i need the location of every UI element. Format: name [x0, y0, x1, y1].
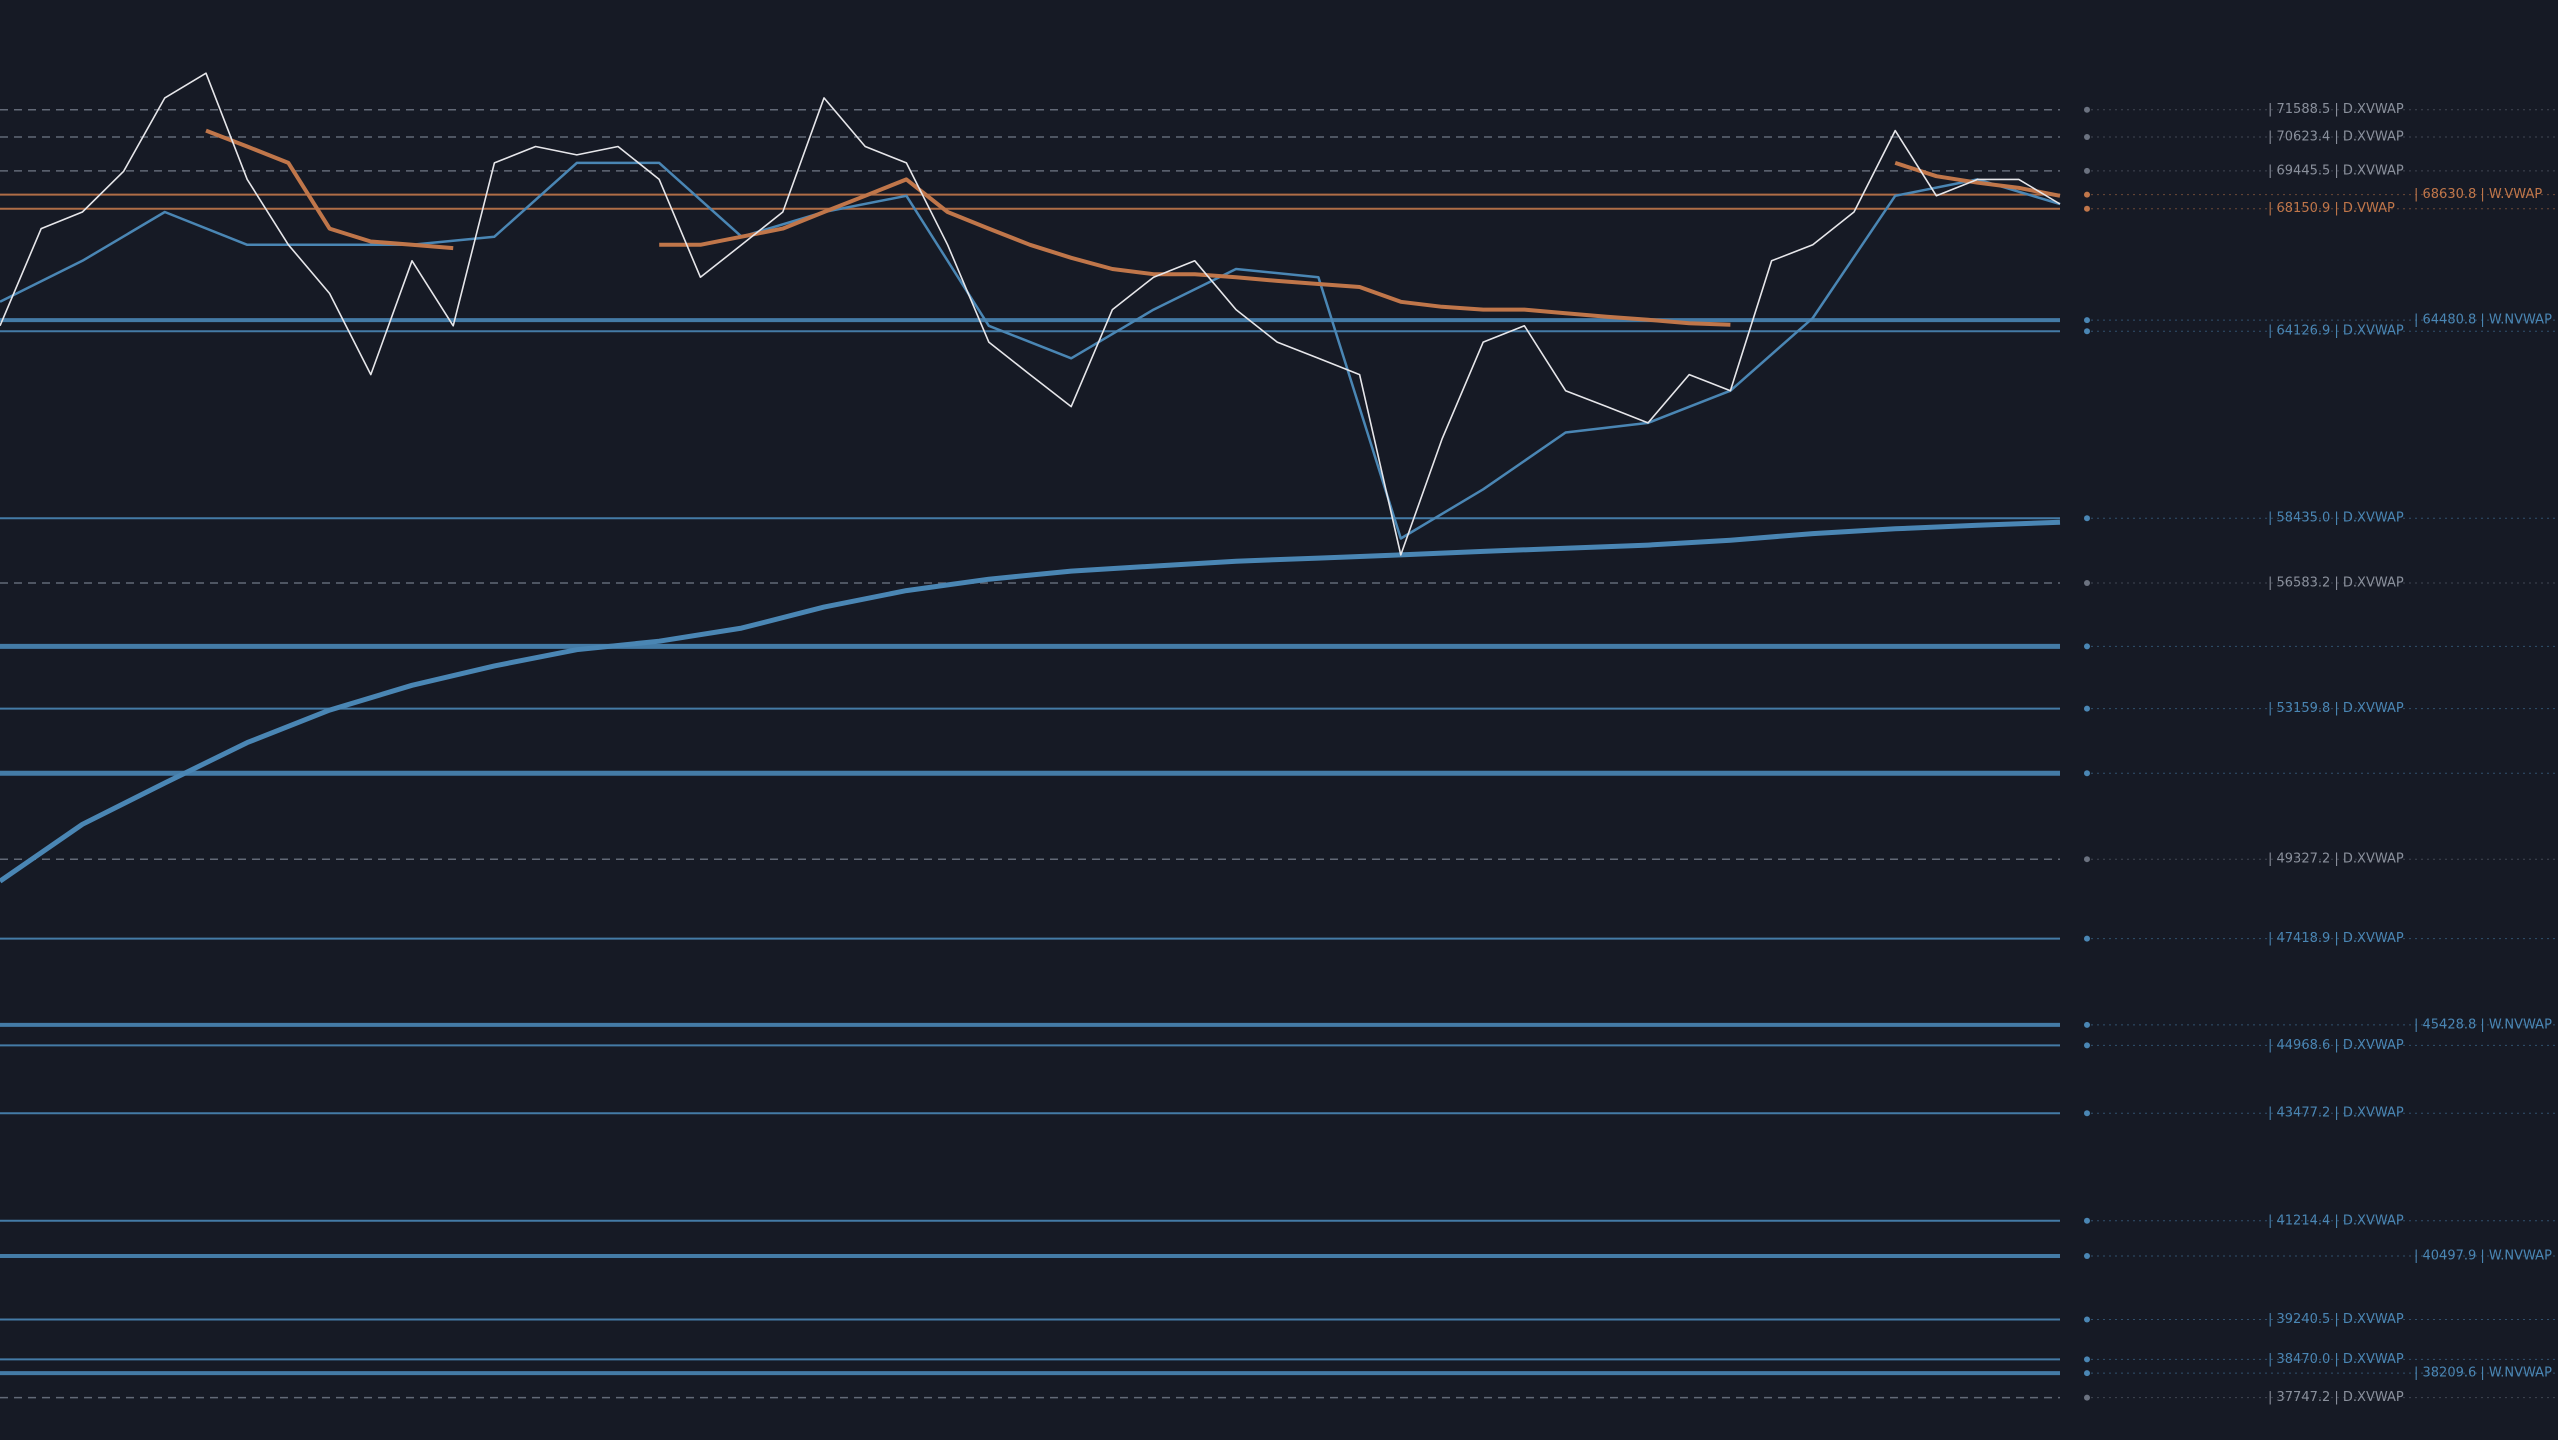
series-line [205, 128, 454, 251]
level-label: | 44968.6 | D.XVWAP [2268, 1038, 2404, 1053]
level-dot [2084, 770, 2090, 777]
level-label: | 45428.8 | W.NVWAP [2414, 1017, 2552, 1032]
level-label: | 41214.4 | D.XVWAP [2268, 1213, 2404, 1228]
level-dot [2084, 106, 2090, 113]
level-label: | 49327.2 | D.XVWAP [2268, 852, 2404, 867]
level-label: | 58435.0 | D.XVWAP [2268, 511, 2404, 526]
series-line [1894, 160, 2061, 198]
level-dot [2084, 1370, 2090, 1377]
level-label: | 47418.9 | D.XVWAP [2268, 931, 2404, 946]
level-label: | 71588.5 | D.XVWAP [2268, 102, 2404, 117]
level-label: | 56583.2 | D.XVWAP [2268, 576, 2404, 591]
level-label: | 43477.2 | D.XVWAP [2268, 1106, 2404, 1121]
level-dot [2084, 856, 2090, 863]
level-dot [2084, 643, 2090, 650]
level-label: | 70623.4 | D.XVWAP [2268, 130, 2404, 145]
level-dot [2084, 317, 2090, 324]
series-line [659, 177, 1731, 327]
level-label: | 39240.5 | D.XVWAP [2268, 1312, 2404, 1327]
level-label: | 69445.5 | D.XVWAP [2268, 163, 2404, 178]
level-dot [2084, 1316, 2090, 1323]
level-dot [2084, 205, 2090, 212]
level-label: | 64126.9 | D.XVWAP [2268, 324, 2404, 339]
level-label: | 64480.8 | W.NVWAP [2414, 313, 2552, 328]
level-dot [2084, 1217, 2090, 1224]
level-label: | 53159.8 | D.XVWAP [2268, 701, 2404, 716]
level-dot [2084, 191, 2090, 198]
series-line [0, 72, 2061, 556]
level-label: | 38209.6 | W.NVWAP [2414, 1366, 2552, 1381]
level-label: | 68150.9 | D.VWAP [2268, 201, 2395, 216]
level-dot [2084, 328, 2090, 335]
level-label: | 37747.2 | D.XVWAP [2268, 1390, 2404, 1405]
level-dot [2084, 705, 2090, 712]
level-dot [2084, 580, 2090, 587]
level-dot [2084, 134, 2090, 141]
series-line [0, 519, 2061, 884]
level-dot [2084, 1021, 2090, 1028]
level-dot [2084, 167, 2090, 174]
level-dot [2084, 935, 2090, 942]
level-dot [2084, 1356, 2090, 1363]
level-dot [2084, 515, 2090, 522]
series-line [0, 161, 2061, 540]
level-label: | 38470.0 | D.XVWAP [2268, 1352, 2404, 1367]
level-dot [2084, 1253, 2090, 1260]
level-dot [2084, 1110, 2090, 1117]
level-label: | 40497.9 | W.NVWAP [2414, 1249, 2552, 1264]
level-dot [2084, 1042, 2090, 1049]
level-label: | 68630.8 | W.VWAP [2414, 187, 2542, 202]
level-dot [2084, 1394, 2090, 1401]
